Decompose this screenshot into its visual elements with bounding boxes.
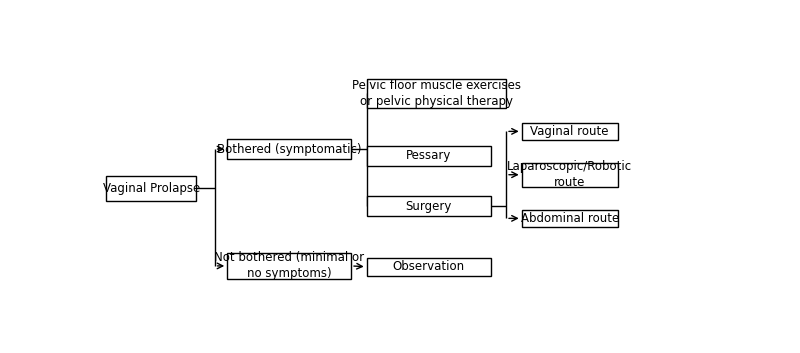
Text: Abdominal route: Abdominal route — [521, 212, 618, 225]
Bar — [366, 79, 506, 108]
Bar — [366, 196, 490, 216]
Text: Vaginal route: Vaginal route — [530, 125, 609, 138]
Bar — [227, 253, 351, 279]
Text: Not bothered (minimal or
no symptoms): Not bothered (minimal or no symptoms) — [214, 251, 364, 280]
Text: Pelvic floor muscle exercises
or pelvic physical therapy: Pelvic floor muscle exercises or pelvic … — [352, 79, 521, 108]
Text: Pessary: Pessary — [406, 149, 451, 162]
Text: Laparoscopic/Robotic
route: Laparoscopic/Robotic route — [507, 160, 632, 189]
Text: Bothered (symptomatic): Bothered (symptomatic) — [217, 143, 362, 156]
Bar — [522, 210, 618, 227]
Bar — [227, 139, 351, 159]
Bar — [522, 162, 618, 187]
Bar — [106, 175, 196, 201]
Text: Observation: Observation — [393, 260, 465, 273]
Bar — [522, 122, 618, 140]
Bar — [366, 146, 490, 166]
Text: Vaginal Prolapse: Vaginal Prolapse — [102, 182, 200, 195]
Bar — [366, 258, 490, 276]
Text: Surgery: Surgery — [406, 200, 452, 213]
